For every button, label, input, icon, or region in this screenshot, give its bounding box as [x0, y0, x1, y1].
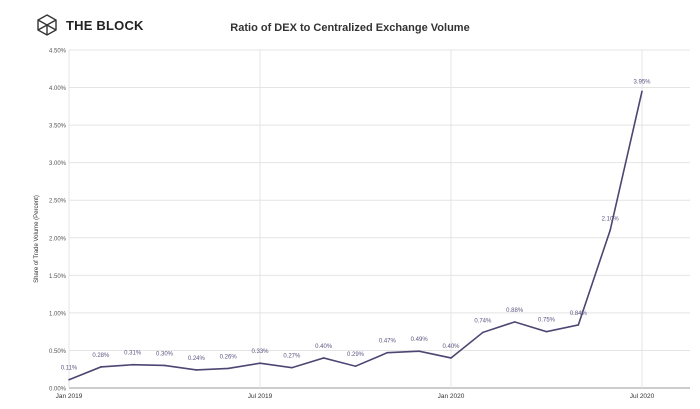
brand-logo: THE BLOCK: [36, 14, 144, 36]
x-tick-label: Jul 2020: [630, 393, 655, 400]
data-label: 0.28%: [92, 353, 110, 359]
data-label: 0.49%: [411, 337, 429, 343]
data-point: [322, 357, 325, 359]
y-tick-label: 4.00%: [49, 86, 67, 92]
y-tick-label: 1.50%: [49, 274, 67, 280]
data-point: [545, 330, 548, 333]
data-point: [227, 367, 229, 370]
data-point: [418, 350, 420, 352]
data-label: 0.11%: [61, 366, 78, 372]
data-label: 0.31%: [124, 351, 142, 357]
x-tick-label: Jan 2020: [438, 393, 465, 400]
data-point: [291, 366, 293, 369]
y-tick-label: 2.00%: [49, 236, 67, 242]
data-point: [609, 229, 611, 232]
y-tick-label: 1.00%: [49, 311, 67, 317]
data-label: 3.95%: [633, 79, 651, 85]
x-tick-label: Jan 2019: [56, 393, 83, 400]
data-label: 0.84%: [570, 311, 588, 317]
chart-title: Ratio of DEX to Centralized Exchange Vol…: [230, 22, 470, 34]
data-label: 0.29%: [347, 352, 365, 358]
data-point: [641, 90, 643, 93]
x-tick-label: Jul 2019: [248, 393, 273, 400]
data-point: [386, 351, 389, 354]
series-line: [68, 91, 643, 381]
y-tick-label: 3.00%: [49, 161, 67, 167]
data-point: [577, 324, 580, 326]
y-tick-label: 3.50%: [49, 124, 67, 130]
data-point: [163, 364, 166, 367]
brand-name: THE BLOCK: [66, 17, 144, 33]
data-point: [100, 366, 102, 368]
data-point: [482, 331, 484, 334]
data-label: 0.40%: [315, 344, 333, 350]
data-label: 0.40%: [442, 344, 460, 350]
data-label: 2.10%: [602, 216, 620, 222]
data-label: 0.33%: [251, 349, 269, 355]
data-label: 0.75%: [538, 318, 556, 324]
data-point: [195, 369, 198, 371]
data-label: 0.24%: [188, 356, 206, 362]
data-label: 0.88%: [506, 308, 524, 314]
y-tick-label: 2.50%: [49, 199, 67, 205]
y-axis-label: Share of Trade Volume (Percent): [34, 195, 40, 283]
data-point: [354, 365, 357, 368]
y-tick-label: 4.50%: [49, 49, 67, 55]
data-point: [450, 357, 452, 359]
y-tick-label: 0.50%: [49, 349, 67, 355]
cube-logo-icon: [37, 14, 57, 36]
y-tick-label: 0.00%: [49, 387, 67, 393]
data-point: [68, 378, 70, 381]
data-point: [131, 363, 134, 366]
data-label: 0.27%: [283, 354, 301, 360]
data-label: 0.30%: [156, 351, 174, 357]
data-label: 0.74%: [474, 318, 492, 324]
data-point: [513, 321, 516, 323]
data-point: [259, 362, 261, 365]
data-label: 0.26%: [220, 354, 238, 360]
data-label: 0.47%: [379, 339, 397, 345]
